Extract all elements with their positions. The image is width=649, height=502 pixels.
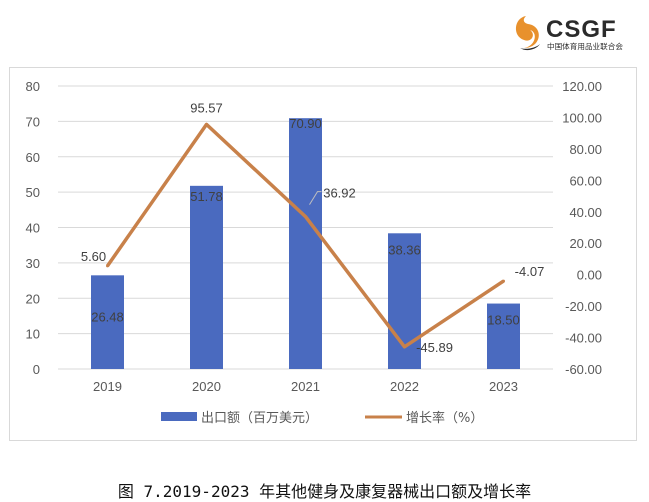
x-tick-label: 2020 [192, 379, 221, 394]
x-tick-label: 2023 [489, 379, 518, 394]
line-point [106, 264, 109, 268]
bar-data-label: 70.90 [289, 116, 322, 131]
line-point [304, 215, 307, 219]
y-left-tick-label: 20 [26, 291, 40, 306]
bar [487, 303, 520, 369]
y-left-tick-label: 60 [26, 150, 40, 165]
line-data-label: 5.60 [81, 249, 106, 264]
y-right-tick-label: -20.00 [565, 299, 602, 314]
y-right-tick-label: 120.00 [562, 79, 602, 94]
y-left-tick-label: 10 [26, 327, 40, 342]
y-left-tick-label: 80 [26, 79, 40, 94]
line-data-label: -45.89 [416, 340, 453, 355]
x-tick-label: 2021 [291, 379, 320, 394]
y-right-tick-label: 60.00 [569, 173, 602, 188]
y-left-tick-label: 40 [26, 221, 40, 236]
y-left-tick-label: 70 [26, 114, 40, 129]
line-point [502, 279, 505, 283]
legend-bar-swatch [161, 412, 197, 421]
bar-data-label: 51.78 [190, 189, 223, 204]
line-point [205, 122, 208, 126]
y-right-tick-label: -40.00 [565, 331, 602, 346]
logo-brand: CSGF [546, 16, 617, 43]
y-right-tick-label: 40.00 [569, 205, 602, 220]
figure-caption: 图 7.2019-2023 年其他健身及康复器械出口额及增长率 [117, 482, 532, 501]
logo-swoosh-icon [515, 16, 539, 48]
line-data-label: 95.57 [190, 100, 223, 115]
bar [91, 275, 124, 369]
combo-chart: 0 10 20 30 40 50 60 70 80 -60.00 -40.00 -20.00 0.00 2… [26, 79, 602, 426]
line-point [403, 345, 406, 349]
csgf-logo: CSGF 中国体育用品业联合会 [515, 16, 623, 51]
bar-data-label: 38.36 [388, 242, 421, 257]
x-tick-label: 2019 [93, 379, 122, 394]
y-right-tick-label: 0.00 [577, 268, 602, 283]
bar [289, 118, 322, 369]
y-left-tick-label: 50 [26, 185, 40, 200]
legend-line-label: 增长率（%） [406, 410, 483, 426]
line-data-label: -4.07 [515, 264, 545, 279]
y-right-tick-label: -60.00 [565, 362, 602, 377]
legend-bar-label: 出口额（百万美元） [201, 411, 318, 426]
line-data-label: 36.92 [323, 186, 356, 201]
bar-data-label: 18.50 [487, 313, 520, 328]
chart-frame: 0 10 20 30 40 50 60 70 80 -60.00 -40.00 -20.00 0.00 2… [9, 67, 637, 441]
y-left-tick-label: 0 [33, 362, 40, 377]
label-leader-line [309, 191, 322, 205]
logo-subtitle: 中国体育用品业联合会 [547, 41, 623, 51]
y-left-tick-label: 30 [26, 256, 40, 271]
y-right-tick-label: 20.00 [569, 236, 602, 251]
y-right-tick-label: 80.00 [569, 142, 602, 157]
bar-data-label: 26.48 [91, 309, 124, 324]
bar [190, 185, 223, 369]
logo-swoosh-dark-icon [520, 44, 540, 51]
x-tick-label: 2022 [390, 379, 419, 394]
y-right-tick-label: 100.00 [562, 110, 602, 125]
